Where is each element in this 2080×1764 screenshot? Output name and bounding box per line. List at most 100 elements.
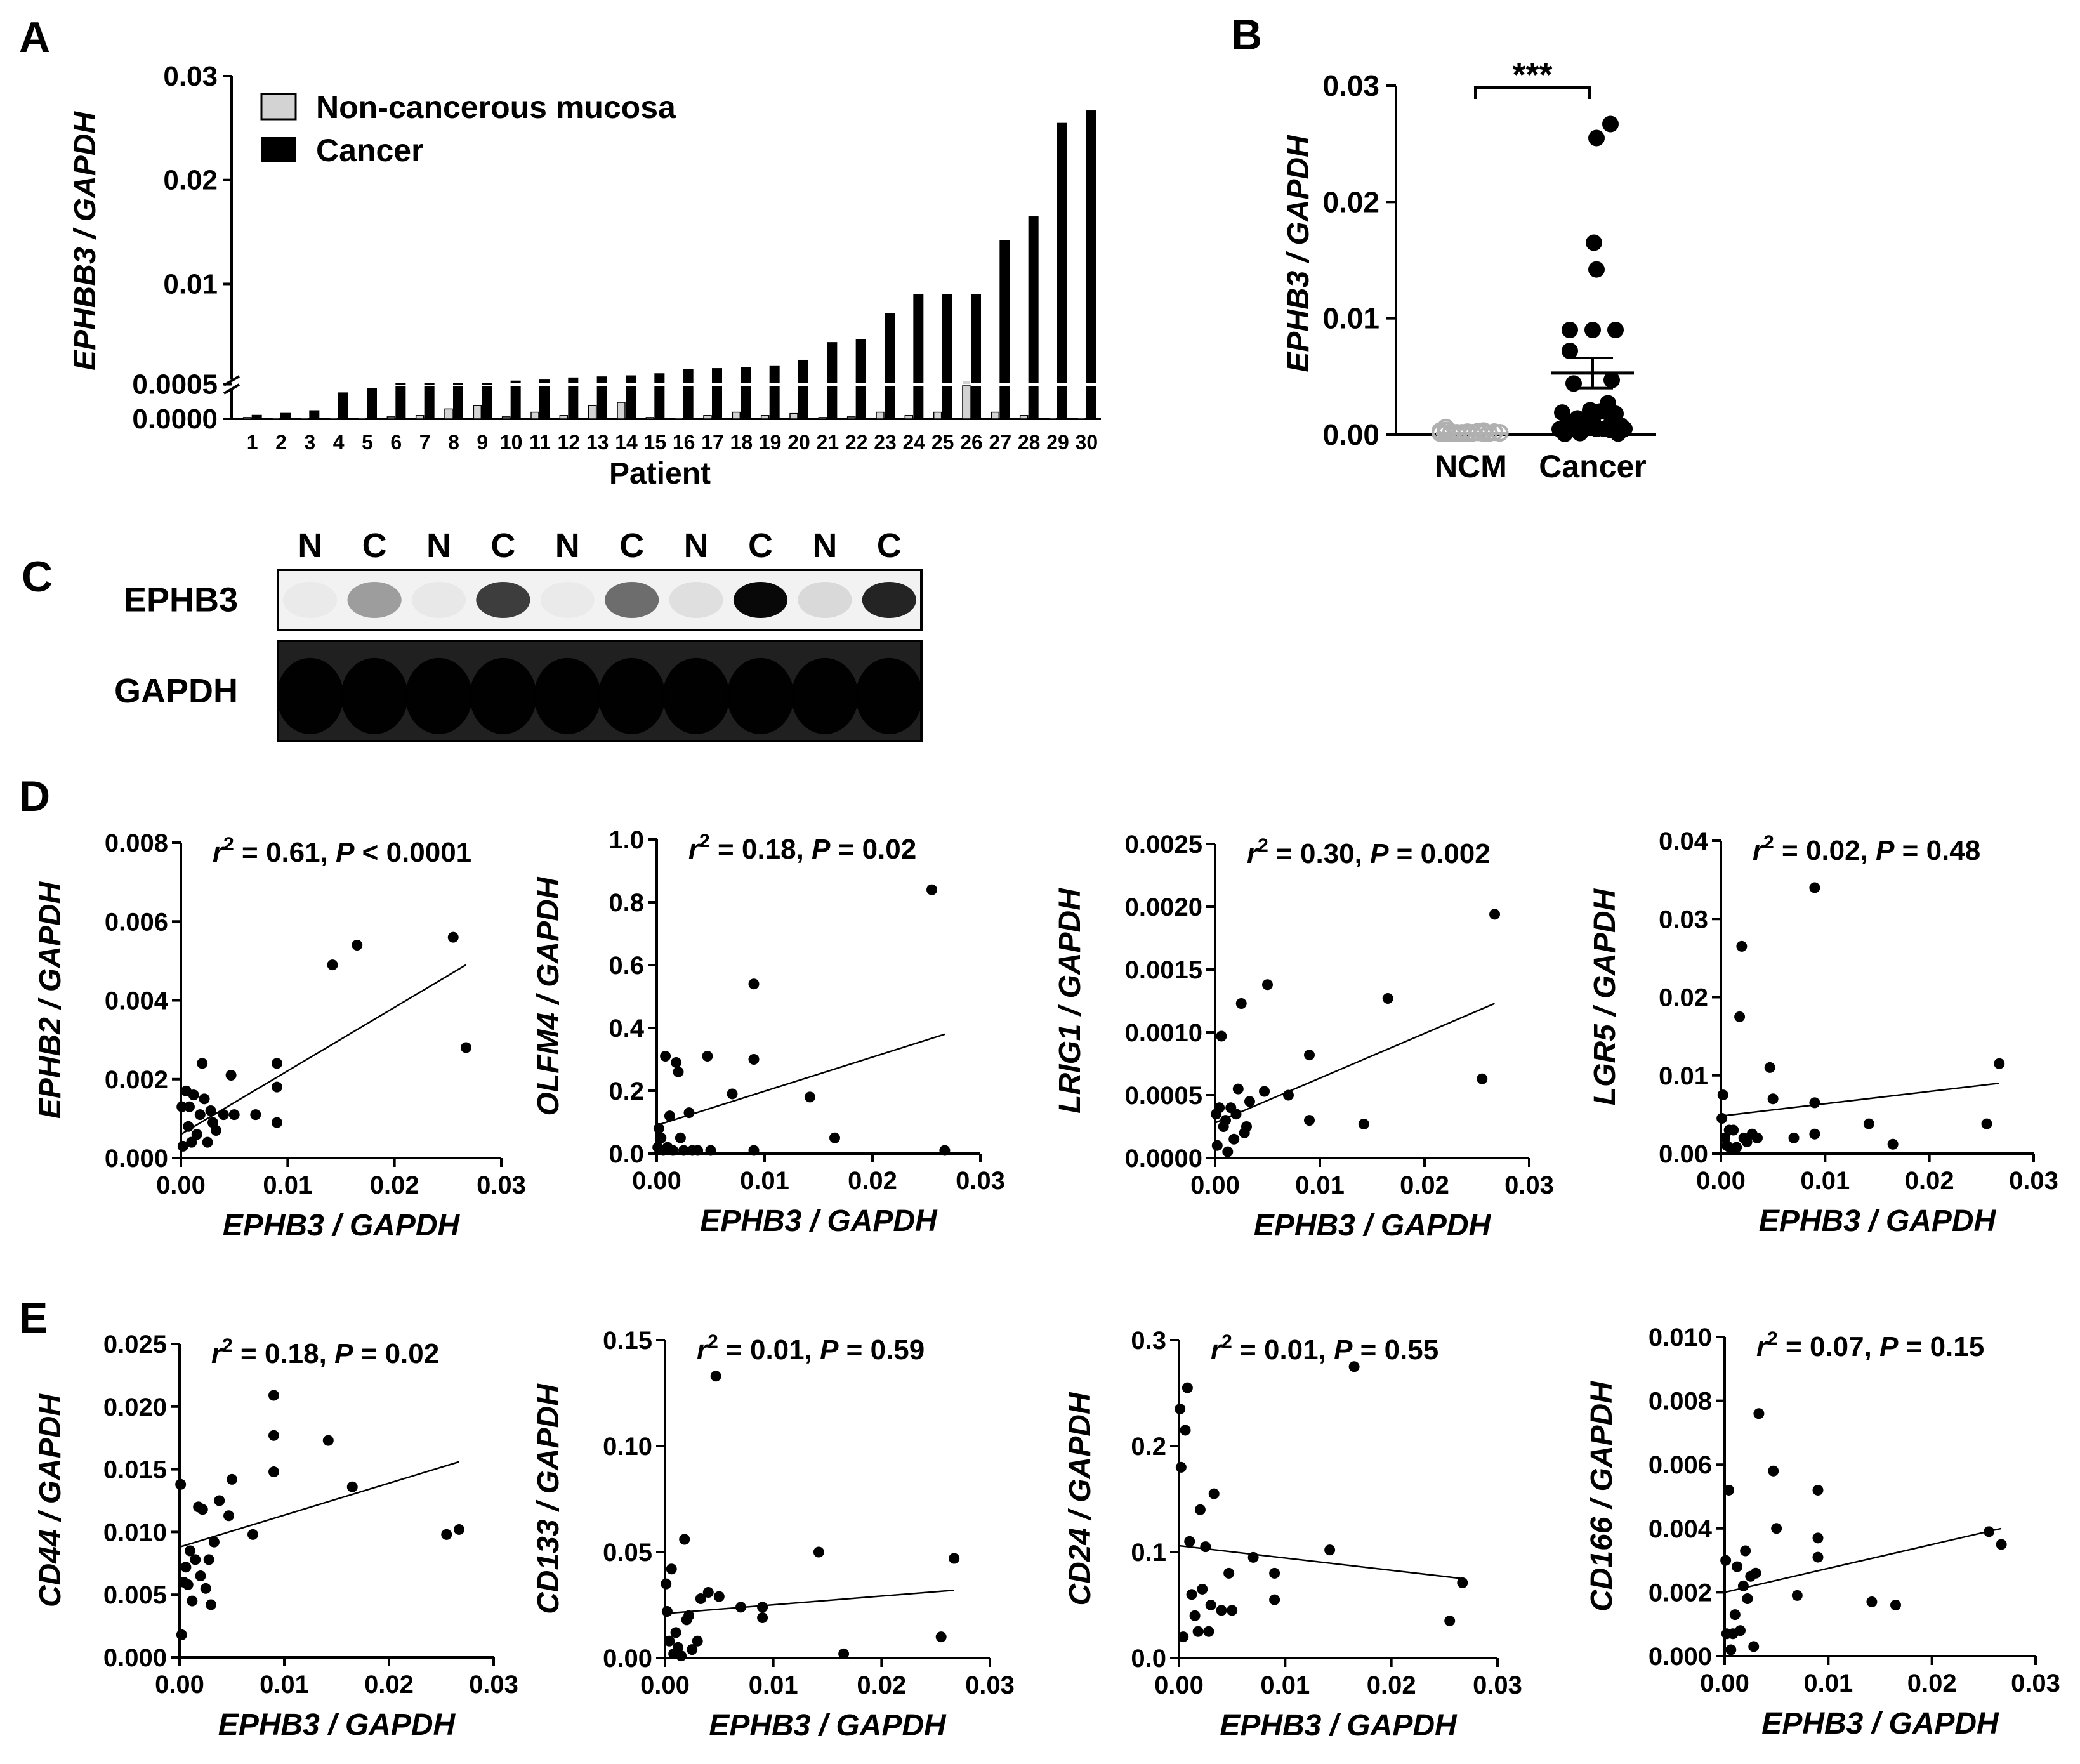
- scatter-point: [1729, 1609, 1741, 1621]
- b-cancer-point: [1584, 322, 1601, 338]
- scatter-point: [191, 1129, 202, 1140]
- a-bar-cancer: [539, 379, 550, 383]
- stats-p-value: 0.48: [1926, 835, 1981, 866]
- scatter-x-axis-title: EPHB3 / GAPDH: [700, 1204, 938, 1238]
- c-lane-label: C: [619, 527, 644, 565]
- scatter-point: [268, 1466, 279, 1478]
- scatter-point: [1186, 1589, 1197, 1600]
- scatter-point: [670, 1627, 681, 1638]
- a-bar-ncm: [444, 408, 453, 419]
- stats-p-operator: =: [1352, 1334, 1384, 1366]
- a-bar-cancer: [395, 383, 406, 385]
- scatter-point: [664, 1110, 675, 1122]
- c-lane-label: N: [426, 527, 451, 565]
- scatter-x-tick-label: 0.01: [1260, 1671, 1310, 1699]
- scatter-point: [1200, 1541, 1211, 1553]
- scatter-point: [1788, 1132, 1800, 1143]
- scatter-y-tick-label: 0.0000: [1125, 1145, 1202, 1173]
- b-cancer-point: [1586, 234, 1602, 251]
- a-bar-cancer: [1028, 216, 1039, 383]
- stats-p-value: 0.15: [1930, 1331, 1985, 1362]
- scatter-y-tick-label: 0.002: [1649, 1579, 1712, 1607]
- scatter-y-tick-label: 0.0025: [1125, 831, 1202, 859]
- a-bar-ncm: [588, 405, 597, 419]
- a-bar-cancer: [827, 386, 838, 419]
- scatter-y-axis-title: CD44 / GAPDH: [34, 1393, 67, 1607]
- scatter-point: [223, 1510, 235, 1522]
- scatter-point: [1182, 1382, 1193, 1393]
- scatter-point: [208, 1536, 220, 1548]
- scatter-point: [1203, 1626, 1214, 1637]
- a-bar-cancer: [539, 386, 550, 419]
- scatter-point: [186, 1136, 197, 1148]
- stats-r2-value: 0.01: [1264, 1334, 1319, 1366]
- stats-eq: =: [1778, 1331, 1810, 1362]
- c-lane-label: N: [298, 527, 322, 565]
- scatter-point: [1791, 1590, 1803, 1601]
- scatter-point: [1192, 1626, 1204, 1637]
- a-bar-cancer: [855, 339, 866, 383]
- scatter-point: [1184, 1536, 1195, 1547]
- a-legend-label: Non-cancerous mucosa: [316, 89, 676, 125]
- scatter-y-axis-title: CD166 / GAPDH: [1585, 1381, 1619, 1612]
- scatter-fit-line: [656, 1033, 945, 1126]
- scatter-x-tick-label: 0.02: [848, 1167, 897, 1195]
- a-bar-cancer: [942, 386, 952, 419]
- stats-sep: ,: [320, 837, 336, 868]
- stats-sep: ,: [1355, 838, 1370, 869]
- c-blot-band: [411, 582, 466, 618]
- panel-label-b: B: [1231, 11, 1262, 59]
- a-bar-ncm: [300, 418, 310, 420]
- scatter-point: [1222, 1146, 1234, 1157]
- scatter-point: [1324, 1544, 1336, 1556]
- scatter-point: [661, 1606, 673, 1617]
- c-blot-band: [476, 582, 530, 618]
- stats-p-operator: =: [1898, 1331, 1930, 1362]
- b-cancer-point: [1602, 115, 1619, 133]
- b-y-axis-title: EPHB3 / GAPDH: [1282, 135, 1315, 372]
- b-significance-label: ***: [1512, 56, 1552, 94]
- scatter-y-tick-label: 0.00: [603, 1645, 652, 1673]
- scatter-y-tick-label: 0.020: [103, 1393, 167, 1421]
- stats-r2-value: 0.30: [1300, 838, 1355, 869]
- scatter-y-axis-title: LGR5 / GAPDH: [1588, 888, 1622, 1105]
- scatter-y-tick-label: 0.000: [103, 1644, 167, 1672]
- a-bar-cancer: [626, 386, 636, 419]
- stats-r2-value: 0.18: [742, 834, 796, 865]
- scatter-point: [671, 1056, 682, 1068]
- scatter-point: [664, 1635, 675, 1647]
- scatter-point: [1211, 1140, 1223, 1151]
- scatter-point: [1230, 1109, 1242, 1120]
- a-x-tick-label: 18: [730, 431, 753, 454]
- a-x-tick-label: 15: [644, 431, 667, 454]
- scatter-y-tick-label: 0.010: [103, 1518, 167, 1546]
- a-bar-ncm: [703, 415, 712, 419]
- a-bar-ncm: [645, 417, 655, 419]
- stats-p-symbol: P: [820, 1334, 839, 1366]
- scatter-point: [1768, 1465, 1779, 1477]
- stats-r-symbol: r: [1211, 1334, 1223, 1366]
- a-bar-cancer: [568, 386, 579, 419]
- b-cancer-point: [1600, 395, 1616, 412]
- scatter-point: [683, 1107, 695, 1119]
- stats-superscript: 2: [699, 831, 710, 852]
- scatter-point: [203, 1554, 214, 1565]
- scatter-point: [206, 1599, 216, 1610]
- scatter-y-tick-label: 0.00: [1659, 1140, 1708, 1168]
- scatter-point: [346, 1481, 358, 1492]
- scatter-point: [1214, 1102, 1225, 1114]
- scatter-point: [1753, 1408, 1765, 1419]
- panel-label-a: A: [19, 13, 50, 62]
- scatter-point: [1227, 1605, 1238, 1616]
- b-cancer-point: [1562, 343, 1578, 359]
- stats-r2-value: 0.07: [1810, 1331, 1864, 1362]
- b-x-tick-label: Cancer: [1539, 449, 1647, 484]
- scatter-x-axis-title: EPHB3 / GAPDH: [223, 1209, 461, 1242]
- stats-sep: ,: [796, 834, 812, 865]
- scatter-point: [1866, 1596, 1878, 1607]
- stats-p-operator: =: [830, 834, 862, 865]
- scatter-point: [1741, 1136, 1753, 1148]
- scatter-point: [1890, 1600, 1901, 1611]
- a-bar-ncm: [1077, 418, 1086, 420]
- scatter-x-tick-label: 0.00: [1700, 1669, 1749, 1697]
